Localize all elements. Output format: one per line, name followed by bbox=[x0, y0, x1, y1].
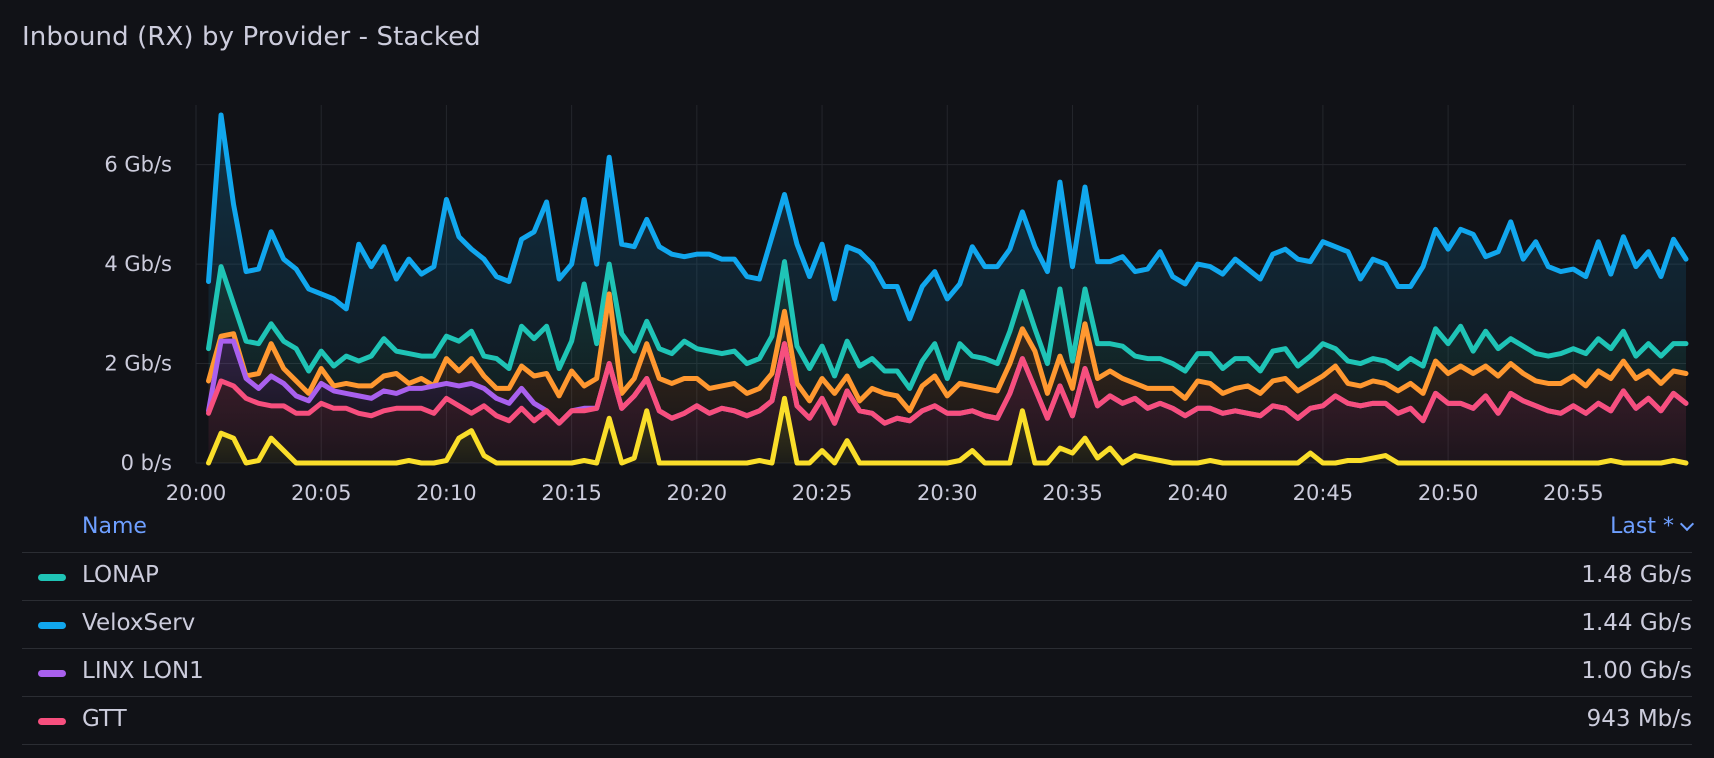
legend-row-veloxserv[interactable]: VeloxServ 1.44 Gb/s bbox=[22, 601, 1692, 649]
x-tick-label: 20:25 bbox=[792, 481, 853, 505]
series-line bbox=[206, 112, 1689, 322]
series-color-swatch bbox=[38, 718, 66, 725]
x-tick-label: 20:30 bbox=[917, 481, 978, 505]
x-tick-label: 20:00 bbox=[166, 481, 227, 505]
series-color-swatch bbox=[38, 622, 66, 629]
legend-name-header[interactable]: Name bbox=[82, 514, 147, 539]
legend-series-name: LONAP bbox=[82, 562, 159, 588]
legend-series-name: GTT bbox=[82, 706, 127, 732]
series-area bbox=[208, 261, 1686, 411]
legend-row-lonap[interactable]: LONAP 1.48 Gb/s bbox=[22, 553, 1692, 601]
legend-series-last-value: 943 Mb/s bbox=[1586, 706, 1692, 732]
x-tick-label: 20:20 bbox=[667, 481, 728, 505]
series-color-swatch bbox=[38, 670, 66, 677]
chevron-down-icon bbox=[1679, 516, 1695, 532]
x-tick-label: 20:15 bbox=[541, 481, 602, 505]
x-tick-label: 20:35 bbox=[1042, 481, 1103, 505]
legend-series-last-value: 1.44 Gb/s bbox=[1581, 610, 1692, 636]
chart-lines bbox=[206, 112, 1689, 466]
y-axis: 0 b/s 2 Gb/s 4 Gb/s 6 Gb/s bbox=[104, 153, 172, 475]
legend-series-name: VeloxServ bbox=[82, 610, 196, 636]
series-area bbox=[208, 114, 1686, 389]
series-line bbox=[206, 291, 1689, 414]
series-line bbox=[206, 259, 1689, 391]
series-area bbox=[208, 293, 1686, 424]
stacked-area-chart: 0 b/s2 Gb/s4 Gb/s6 Gb/s 20:00 20:05 20:10 2… bbox=[104, 105, 1689, 505]
legend-row-gtt[interactable]: GTT 943 Mb/s bbox=[22, 697, 1692, 745]
legend-header: Name Last * bbox=[22, 508, 1695, 553]
legend-last-header[interactable]: Last * bbox=[1610, 514, 1695, 539]
series-line bbox=[206, 395, 1689, 466]
y-tick-label: 2 Gb/s bbox=[104, 352, 172, 376]
panel-title[interactable]: Inbound (RX) by Provider - Stacked bbox=[22, 22, 481, 52]
x-tick-label: 20:50 bbox=[1418, 481, 1479, 505]
x-tick-label: 20:40 bbox=[1167, 481, 1228, 505]
y-tick-label: 4 Gb/s bbox=[104, 252, 172, 276]
legend-last-label: Last * bbox=[1610, 514, 1674, 539]
x-tick-label: 20:45 bbox=[1293, 481, 1354, 505]
series-line bbox=[206, 341, 1689, 426]
legend-series-name: LINX LON1 bbox=[82, 658, 204, 684]
series-color-swatch bbox=[38, 574, 66, 581]
legend-series-last-value: 1.48 Gb/s bbox=[1581, 562, 1692, 588]
series-area bbox=[208, 343, 1686, 463]
chart-areas bbox=[208, 114, 1686, 463]
legend-row-linx-lon1[interactable]: LINX LON1 1.00 Gb/s bbox=[22, 649, 1692, 697]
y-tick-label: 0 b/s bbox=[121, 451, 172, 475]
x-axis: 20:00 20:05 20:10 20:15 20:20 20:25 20:30 20:35… bbox=[166, 481, 1604, 505]
x-tick-label: 20:05 bbox=[291, 481, 352, 505]
x-tick-label: 20:10 bbox=[416, 481, 477, 505]
x-tick-label: 20:55 bbox=[1543, 481, 1604, 505]
legend-series-last-value: 1.00 Gb/s bbox=[1581, 658, 1692, 684]
legend-table: Name Last * LONAP 1.48 Gb/s VeloxServ 1.… bbox=[22, 508, 1695, 745]
y-tick-label: 6 Gb/s bbox=[104, 153, 172, 177]
